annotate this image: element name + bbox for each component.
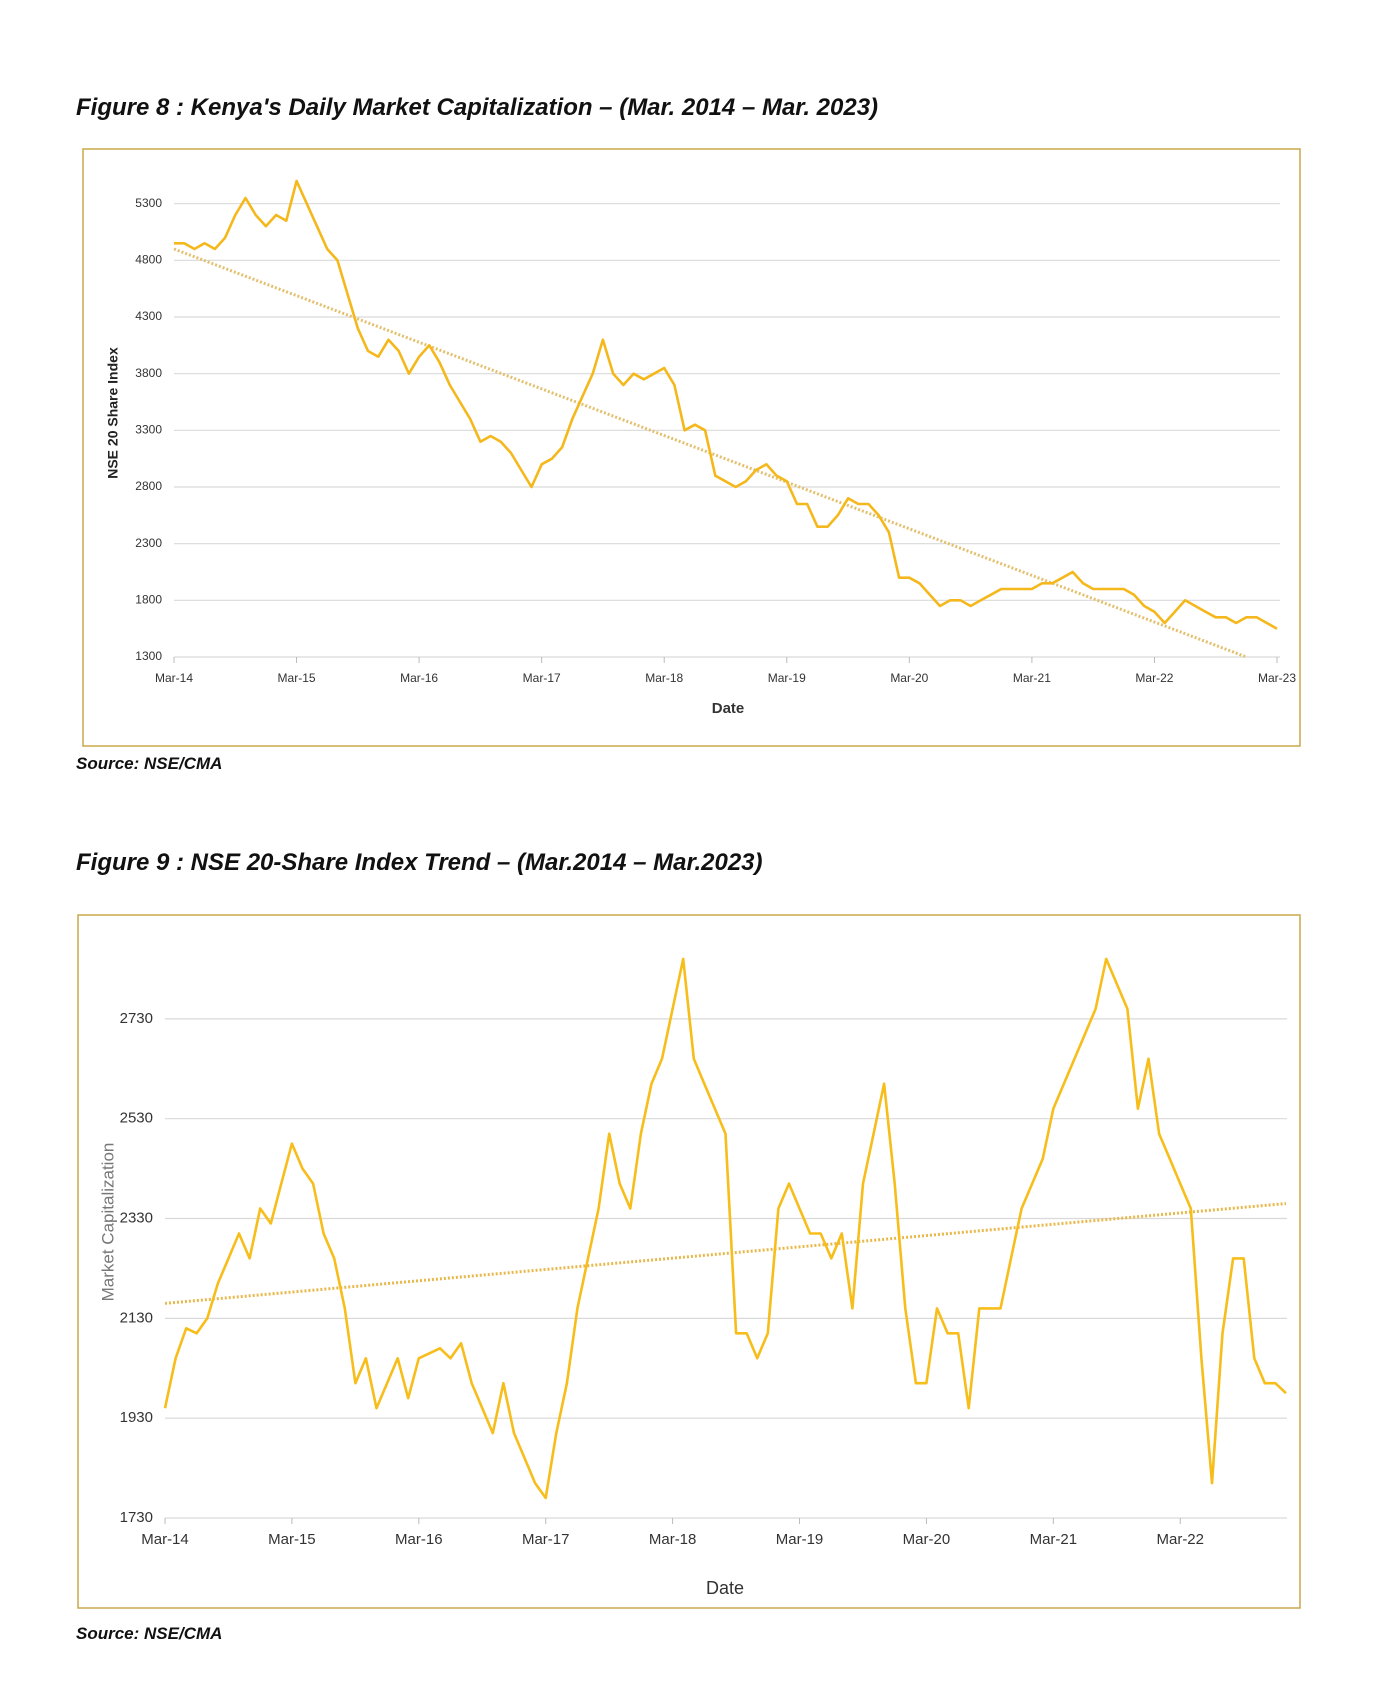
figure-caption: Figure 8 : Kenya's Daily Market Capitali…	[76, 94, 879, 121]
y-tick-label: 3300	[135, 423, 162, 437]
y-tick-label: 2300	[135, 536, 162, 550]
x-tick-label: Mar-19	[776, 1531, 824, 1548]
x-tick-label: Mar-21	[1013, 671, 1051, 685]
x-tick-label: Mar-14	[155, 671, 193, 685]
y-tick-label: 1930	[120, 1409, 153, 1426]
x-tick-label: Mar-15	[268, 1531, 316, 1548]
y-tick-label: 3800	[135, 366, 162, 380]
y-tick-label: 1300	[135, 649, 162, 663]
y-tick-label: 1800	[135, 593, 162, 607]
y-tick-label: 5300	[135, 196, 162, 210]
x-tick-label: Mar-21	[1030, 1531, 1078, 1548]
x-tick-label: Mar-15	[278, 671, 316, 685]
y-tick-label: 2530	[120, 1110, 153, 1127]
x-tick-label: Mar-23	[1258, 671, 1296, 685]
y-axis-label: NSE 20 Share Index	[105, 347, 121, 479]
chart-frame	[82, 148, 1301, 747]
y-tick-label: 2330	[120, 1209, 153, 1226]
y-tick-label: 2730	[120, 1010, 153, 1027]
figure-caption: Figure 9 : NSE 20-Share Index Trend – (M…	[76, 849, 763, 876]
data-line	[163, 957, 1287, 1500]
figure-source: Source: NSE/CMA	[76, 1624, 223, 1643]
figure-source: Source: NSE/CMA	[76, 754, 223, 773]
y-tick-label: 4300	[135, 309, 162, 323]
y-tick-label: 2800	[135, 479, 162, 493]
y-axis-label: Market Capitalization	[98, 1143, 117, 1302]
trendline	[164, 1202, 1287, 1305]
x-axis-label: Date	[706, 1578, 744, 1598]
data-line	[174, 179, 1278, 630]
chart-frame	[77, 914, 1301, 1609]
x-tick-label: Mar-17	[522, 1531, 570, 1548]
x-tick-label: Mar-19	[768, 671, 806, 685]
x-tick-label: Mar-16	[395, 1531, 443, 1548]
x-tick-label: Mar-14	[141, 1531, 189, 1548]
x-tick-label: Mar-22	[1135, 671, 1173, 685]
x-tick-label: Mar-17	[523, 671, 561, 685]
x-tick-label: Mar-20	[903, 1531, 951, 1548]
x-tick-label: Mar-18	[645, 671, 683, 685]
x-tick-label: Mar-20	[890, 671, 928, 685]
y-tick-label: 4800	[135, 253, 162, 267]
x-axis-label: Date	[712, 700, 745, 717]
y-tick-label: 2130	[120, 1309, 153, 1326]
y-tick-label: 1730	[120, 1509, 153, 1526]
x-tick-label: Mar-16	[400, 671, 438, 685]
x-tick-label: Mar-22	[1156, 1531, 1204, 1548]
x-tick-label: Mar-18	[649, 1531, 697, 1548]
